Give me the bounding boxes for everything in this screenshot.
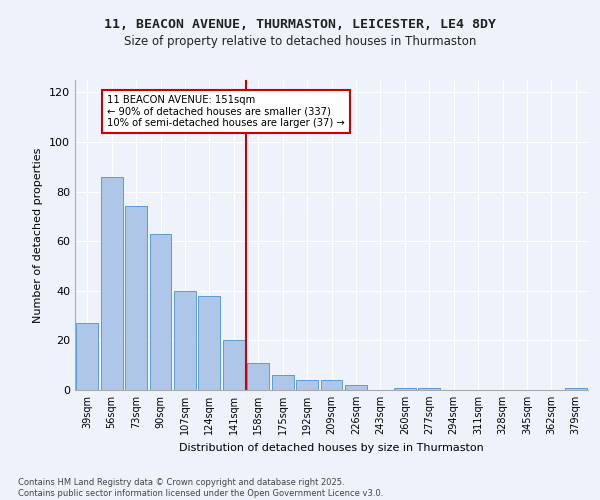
Text: 11, BEACON AVENUE, THURMASTON, LEICESTER, LE4 8DY: 11, BEACON AVENUE, THURMASTON, LEICESTER…: [104, 18, 496, 30]
Bar: [394, 388, 416, 390]
X-axis label: Distribution of detached houses by size in Thurmaston: Distribution of detached houses by size …: [179, 442, 484, 452]
Bar: [223, 340, 245, 390]
Bar: [174, 291, 196, 390]
Bar: [247, 362, 269, 390]
Bar: [418, 388, 440, 390]
Text: Contains HM Land Registry data © Crown copyright and database right 2025.
Contai: Contains HM Land Registry data © Crown c…: [18, 478, 383, 498]
Bar: [272, 375, 293, 390]
Bar: [345, 385, 367, 390]
Bar: [101, 176, 122, 390]
Bar: [149, 234, 172, 390]
Text: 11 BEACON AVENUE: 151sqm
← 90% of detached houses are smaller (337)
10% of semi-: 11 BEACON AVENUE: 151sqm ← 90% of detach…: [107, 95, 344, 128]
Bar: [320, 380, 343, 390]
Bar: [199, 296, 220, 390]
Y-axis label: Number of detached properties: Number of detached properties: [34, 148, 43, 322]
Bar: [125, 206, 147, 390]
Text: Size of property relative to detached houses in Thurmaston: Size of property relative to detached ho…: [124, 35, 476, 48]
Bar: [296, 380, 318, 390]
Bar: [565, 388, 587, 390]
Bar: [76, 323, 98, 390]
